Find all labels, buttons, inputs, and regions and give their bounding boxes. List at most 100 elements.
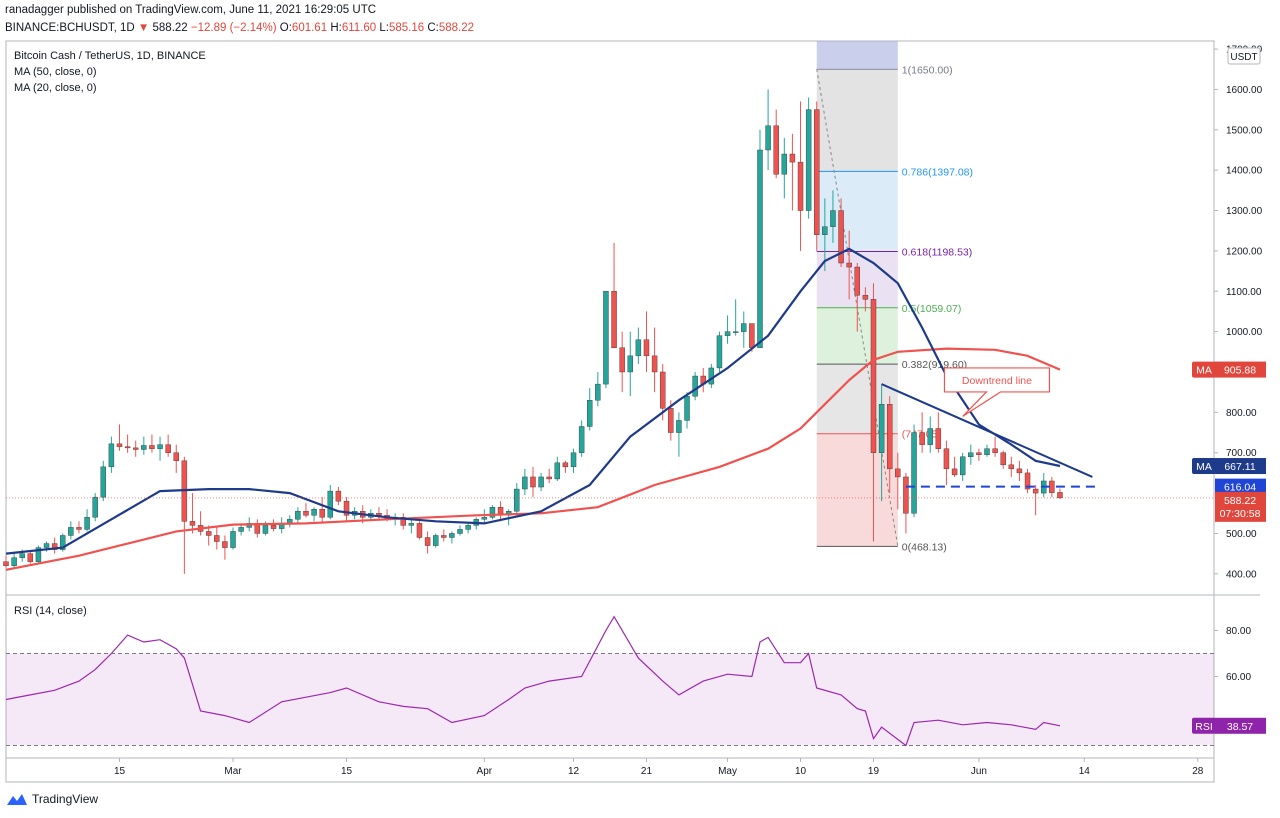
candle-body bbox=[108, 443, 115, 468]
support-price-tag: 616.04 bbox=[1215, 478, 1266, 495]
candle-body bbox=[927, 428, 933, 445]
candle-36 bbox=[295, 507, 301, 524]
candle-body bbox=[449, 533, 455, 538]
candle-63 bbox=[514, 482, 520, 516]
candle-90 bbox=[732, 299, 739, 336]
close-value: 588.22 bbox=[438, 22, 475, 34]
candle-37 bbox=[303, 503, 309, 518]
ma50-legend[interactable]: MA (50, close, 0) bbox=[14, 66, 97, 78]
publisher-line: ranadagger published on TradingView.com,… bbox=[5, 4, 377, 16]
candle-96 bbox=[781, 137, 788, 199]
candle-94 bbox=[765, 89, 771, 171]
candle-88 bbox=[716, 331, 723, 372]
ma20-legend[interactable]: MA (20, close, 0) bbox=[14, 82, 97, 94]
candle-27 bbox=[222, 535, 228, 560]
candle-body bbox=[943, 448, 950, 470]
candle-body bbox=[522, 476, 528, 490]
candle-70 bbox=[570, 448, 577, 473]
candle-body bbox=[587, 400, 593, 427]
candle-86 bbox=[700, 367, 706, 393]
candle-body bbox=[984, 448, 990, 455]
candle-body bbox=[692, 375, 698, 397]
close-label: C: bbox=[427, 22, 439, 34]
candle-65 bbox=[530, 466, 536, 498]
candle-23 bbox=[189, 493, 196, 534]
candle-body bbox=[781, 153, 788, 175]
candle-body bbox=[935, 428, 942, 449]
candle-body bbox=[60, 535, 66, 550]
ma20-price-tag-box bbox=[1215, 458, 1266, 475]
candle-53 bbox=[432, 533, 439, 548]
candle-body bbox=[238, 527, 244, 532]
candle-28 bbox=[230, 527, 236, 550]
price-tick-label-7: 1100.00 bbox=[1226, 287, 1262, 298]
candle-body bbox=[886, 404, 893, 470]
candle-35 bbox=[287, 515, 293, 528]
time-axis[interactable]: 15 Mar 15 Apr 12 21 May 10 19 Jun 14 28 bbox=[114, 758, 1204, 777]
candle-body bbox=[51, 543, 58, 550]
candle-42 bbox=[343, 497, 350, 522]
candle-127 bbox=[1032, 485, 1039, 516]
price-label: 588.22 bbox=[152, 22, 188, 34]
candle-body bbox=[335, 490, 342, 502]
candle-110 bbox=[895, 452, 901, 510]
direction-arrow-icon: ▼ bbox=[137, 22, 150, 34]
candle-128 bbox=[1041, 472, 1047, 498]
candle-body bbox=[595, 383, 601, 401]
candle-body bbox=[789, 153, 796, 163]
downtrend-callout-box[interactable] bbox=[943, 367, 1051, 417]
candle-109 bbox=[886, 396, 893, 494]
candle-19 bbox=[157, 436, 163, 461]
price-tick-label-6: 1000.00 bbox=[1226, 327, 1263, 338]
candle-body bbox=[1000, 452, 1006, 466]
candle-body bbox=[270, 525, 277, 529]
open-value: 601.61 bbox=[291, 22, 328, 34]
candle-body bbox=[173, 452, 179, 461]
rsi-value-tag: RSI 38.57 bbox=[1192, 717, 1266, 734]
candle-body bbox=[530, 476, 536, 488]
candle-body bbox=[757, 149, 763, 348]
tradingview-branding[interactable]: TradingView bbox=[6, 792, 98, 806]
ma20-price-tag-prefix: MA bbox=[1196, 461, 1212, 473]
candle-body bbox=[619, 347, 625, 373]
candle-body bbox=[976, 452, 982, 455]
candle-body bbox=[659, 371, 666, 409]
price-tick-label-0: 400.00 bbox=[1226, 569, 1257, 580]
candle-body bbox=[732, 331, 739, 333]
time-tick-label-8: 19 bbox=[868, 766, 880, 777]
candle-39 bbox=[319, 497, 325, 524]
currency-unit-box[interactable] bbox=[1227, 47, 1261, 65]
candle-body bbox=[570, 452, 577, 468]
candle-115 bbox=[935, 412, 942, 453]
support-price-tag-value: 616.04 bbox=[1224, 482, 1256, 494]
candle-123 bbox=[1000, 450, 1006, 469]
candle-body bbox=[84, 517, 90, 530]
candle-80 bbox=[651, 327, 658, 393]
candle-body bbox=[157, 444, 163, 449]
candle-body bbox=[1024, 472, 1031, 490]
candle-26 bbox=[214, 527, 220, 550]
candle-76 bbox=[619, 331, 625, 393]
drawings[interactable]: Downtrend line bbox=[6, 367, 1214, 499]
rsi-legend[interactable]: RSI (14, close) bbox=[14, 605, 87, 617]
fib-retracement[interactable]: 1(1650.00) 0.786(1397.08) 0.618(1198.53) 0.… bbox=[816, 41, 973, 553]
price-axis[interactable]: 400.00500.00600.00700.00800.00900.001000… bbox=[1214, 45, 1263, 729]
candle-8 bbox=[68, 521, 74, 540]
downtrend-line[interactable] bbox=[881, 383, 1093, 478]
candle-1 bbox=[11, 553, 17, 569]
candle-60 bbox=[489, 505, 496, 520]
candle-body bbox=[319, 509, 325, 518]
candle-119 bbox=[968, 444, 974, 465]
candle-body bbox=[262, 525, 269, 534]
low-label: L: bbox=[379, 22, 389, 34]
ma50-price-tag-value: 905.88 bbox=[1224, 365, 1256, 377]
candle-21 bbox=[173, 444, 179, 473]
candle-122 bbox=[992, 436, 998, 457]
candle-108 bbox=[878, 384, 885, 502]
fib-zone-1 bbox=[816, 171, 898, 252]
rsi-band-fill bbox=[6, 653, 1214, 746]
candle-87 bbox=[708, 363, 715, 389]
candle-body bbox=[538, 476, 544, 488]
candle-body bbox=[968, 452, 974, 457]
